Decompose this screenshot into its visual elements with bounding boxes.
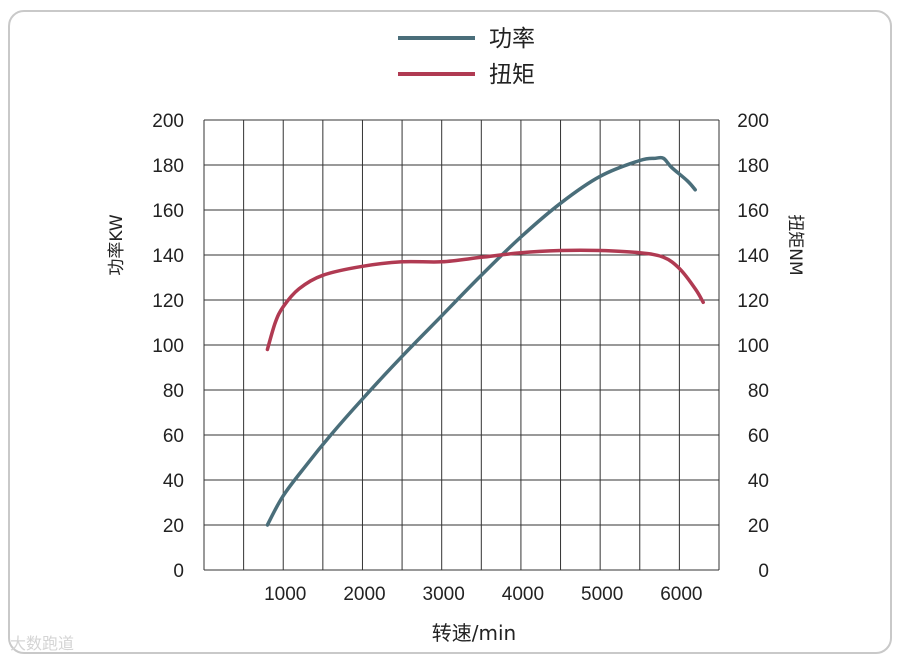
y-tick-label-left: 100 (152, 336, 184, 357)
y-tick-label-left: 40 (163, 471, 184, 492)
series-line-torque (265, 248, 705, 352)
x-tick-label: 6000 (660, 584, 702, 605)
y-tick-label-right: 200 (737, 111, 769, 132)
grid (203, 119, 720, 571)
x-tick-label: 4000 (502, 584, 544, 605)
y-tick-label-right: 180 (737, 156, 769, 177)
y-axis-left: 0 20 40 60 80 100 120 140 160 180 200 (152, 111, 184, 582)
x-axis-title: 转速/min (432, 621, 516, 645)
y-axis-right-title: 扭矩NM (785, 214, 805, 275)
y-tick-label-left: 200 (152, 111, 184, 132)
y-tick-label-left: 0 (173, 561, 184, 582)
y-tick-label-right: 0 (758, 561, 769, 582)
y-tick-label-right: 120 (737, 291, 769, 312)
y-tick-label-left: 60 (163, 426, 184, 447)
chart-frame (8, 10, 892, 654)
y-tick-label-left: 120 (152, 291, 184, 312)
y-tick-label-right: 160 (737, 201, 769, 222)
y-tick-label-right: 20 (748, 516, 769, 537)
x-tick-label: 1000 (264, 584, 306, 605)
x-tick-label: 2000 (343, 584, 385, 605)
y-tick-label-left: 140 (152, 246, 184, 267)
series-line-power (265, 155, 697, 527)
y-tick-label-left: 160 (152, 201, 184, 222)
y-tick-label-right: 60 (748, 426, 769, 447)
y-tick-label-left: 20 (163, 516, 184, 537)
x-axis: 1000 2000 3000 4000 5000 6000 (264, 584, 702, 605)
y-tick-label-right: 100 (737, 336, 769, 357)
y-tick-label-right: 40 (748, 471, 769, 492)
y-tick-label-right: 140 (737, 246, 769, 267)
legend-label-torque: 扭矩 (489, 62, 535, 88)
legend-label-power: 功率 (489, 26, 535, 52)
watermark: 大数跑道 (10, 634, 75, 653)
y-tick-label-left: 180 (152, 156, 184, 177)
y-tick-label-right: 80 (748, 381, 769, 402)
x-tick-label: 5000 (581, 584, 623, 605)
y-axis-right: 0 20 40 60 80 100 120 140 160 180 200 (737, 111, 769, 582)
x-tick-label: 3000 (423, 584, 465, 605)
y-tick-label-left: 80 (163, 381, 184, 402)
y-axis-left-title: 功率KW (107, 214, 127, 276)
series-layer (265, 155, 705, 527)
